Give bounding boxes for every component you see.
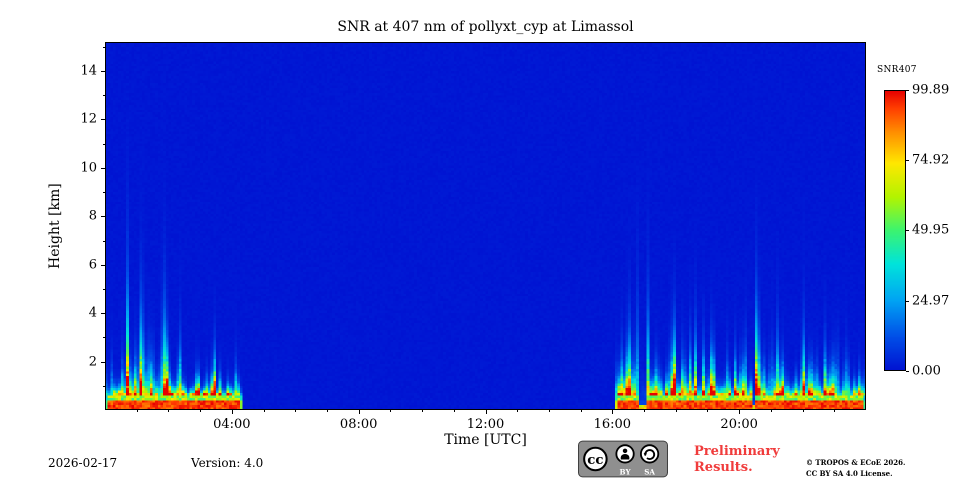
y-minor-tick [103,46,105,48]
by-person-body [620,453,630,460]
colorbar-tick-label: 24.97 [912,293,950,309]
x-minor-tick [200,410,202,412]
x-tick-label: 08:00 [339,417,378,432]
x-tick [485,410,487,414]
x-tick-label: 12:00 [466,417,505,432]
y-tick [101,264,105,266]
y-minor-tick [103,240,105,242]
y-tick-label: 6 [88,257,97,273]
copyright-line-1: © TROPOS & ECoE 2026. [806,458,906,467]
y-tick-label: 4 [88,305,97,321]
measurement-date: 2026-02-17 [48,456,118,470]
colorbar-tick [906,230,909,232]
x-minor-tick [326,410,328,412]
colorbar-tick-label: 74.92 [912,152,950,168]
y-tick-label: 8 [88,208,97,224]
x-minor-tick [517,410,519,412]
y-tick-label: 2 [88,354,97,370]
y-tick [101,71,105,73]
x-minor-tick [675,410,677,412]
sa-arrow-arc [644,449,656,460]
copyright-line-2: CC BY SA 4.0 License. [806,468,893,478]
copyright-note: © TROPOS & ECoE 2026. CC BY SA 4.0 Licen… [806,458,905,479]
y-minor-tick [103,192,105,194]
sa-arrow-icon [639,444,660,464]
y-minor-tick [103,143,105,145]
x-minor-tick [263,410,265,412]
preliminary-results-note: Preliminary Results. [694,444,780,476]
x-minor-tick [644,410,646,412]
colorbar-tick [906,90,909,91]
y-tick [101,167,105,169]
x-minor-tick [580,410,582,412]
by-person-head [622,448,628,454]
snr-heatmap-canvas [105,42,866,410]
x-tick-label: 16:00 [593,417,632,432]
y-tick [101,313,105,315]
x-tick [739,410,741,414]
x-minor-tick [453,410,455,412]
cc-by-sa-badge[interactable]: cc BY SA [578,440,668,478]
x-tick-label: 04:00 [213,417,251,432]
x-minor-tick [770,410,772,412]
cc-circle-icon [583,446,608,472]
cc-glyph: cc [587,453,603,468]
x-minor-tick [707,410,709,412]
x-axis-label: Time [UTC] [444,432,527,448]
x-tick [231,410,233,414]
y-minor-tick [103,95,105,97]
version-label: Version: 4.0 [191,456,264,470]
colorbar-tick-label: 99.89 [912,82,950,98]
sa-arrow-head [643,453,647,457]
y-minor-tick [103,288,105,290]
x-tick-label: 20:00 [720,417,758,432]
x-tick [358,410,360,414]
colorbar-tick-label: 0.00 [912,363,941,379]
x-tick [612,410,614,414]
x-minor-tick [136,410,138,412]
sa-label: SA [644,467,655,476]
y-minor-tick [103,385,105,387]
by-person-icon [615,444,635,464]
colorbar-tick-label: 49.95 [912,222,950,238]
x-minor-tick [422,410,424,412]
chart-title: SNR at 407 nm of pollyxt_cyp at Limassol [337,19,634,35]
by-label: BY [620,467,632,476]
y-tick [101,361,105,363]
x-minor-tick [834,410,836,412]
y-tick-label: 10 [80,160,97,176]
y-axis-label: Height [km] [47,183,63,269]
y-tick [101,119,105,121]
x-minor-tick [802,410,804,412]
x-minor-tick [295,410,297,412]
colorbar-tick [906,371,909,372]
y-tick [101,216,105,218]
colorbar-tick [906,160,909,162]
x-minor-tick [548,410,550,412]
x-minor-tick [168,410,170,412]
y-tick-label: 14 [80,63,97,79]
colorbar-tick [906,300,909,302]
colorbar-gradient [884,90,906,371]
y-minor-tick [103,337,105,339]
x-minor-tick [390,410,392,412]
colorbar-label: SNR407 [877,65,917,75]
colorbar-frame [884,90,906,371]
y-tick-label: 12 [80,111,97,127]
